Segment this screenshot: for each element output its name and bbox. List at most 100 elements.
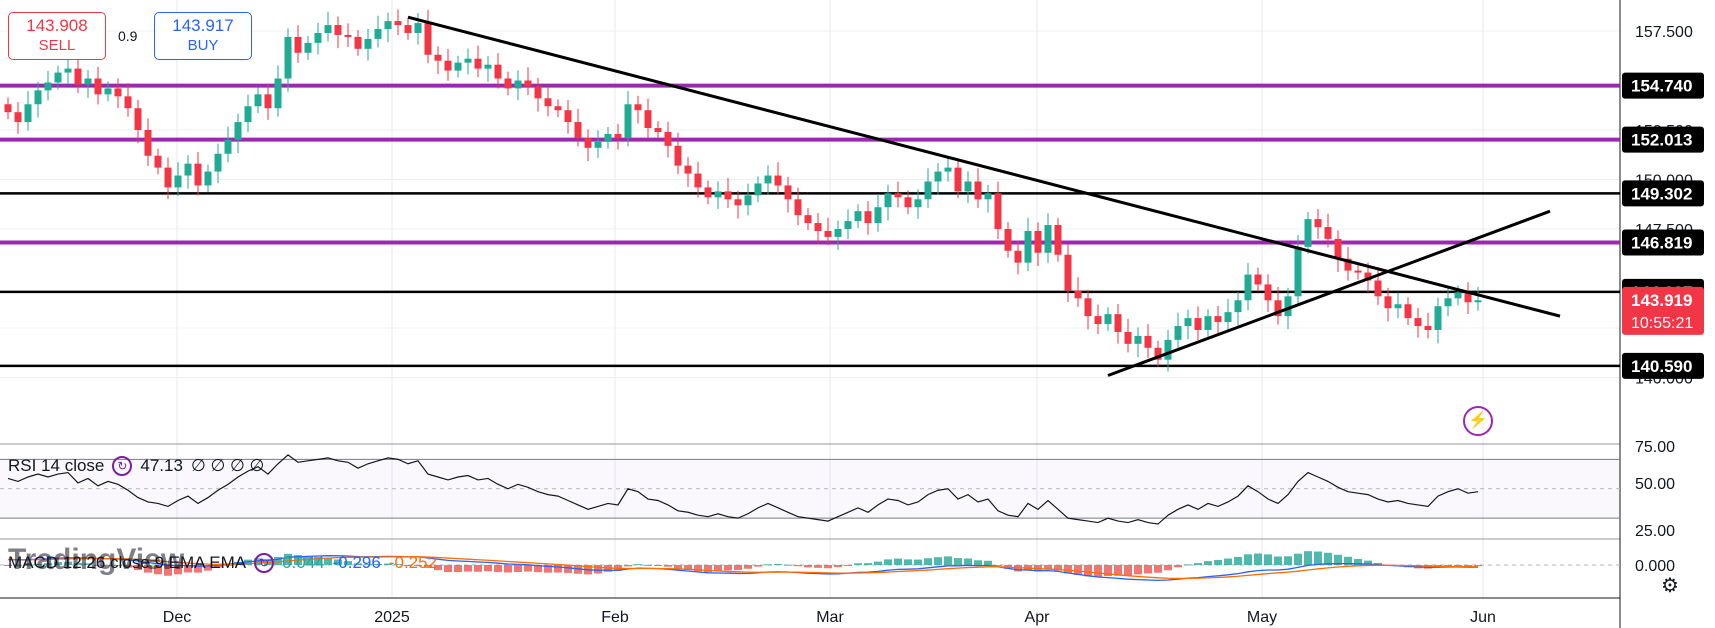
level-tag: 149.302	[1622, 180, 1704, 207]
candle	[124, 83, 132, 117]
candle	[954, 160, 962, 199]
candle	[164, 157, 172, 200]
macd-bar	[1274, 556, 1282, 565]
macd-bar	[134, 565, 142, 571]
candle-body	[334, 25, 342, 35]
candle-body	[1184, 318, 1192, 327]
rsi-legend[interactable]: RSI 14 close ↻ 47.13 ∅ ∅ ∅ ∅	[8, 456, 264, 476]
candle	[1054, 218, 1062, 262]
candle-body	[1434, 306, 1442, 330]
time-tick-label: Feb	[601, 609, 629, 626]
candle	[734, 190, 742, 219]
macd-bar	[514, 565, 522, 572]
candle-body	[1234, 300, 1242, 313]
candle-body	[564, 110, 572, 123]
macd-legend[interactable]: MACD 12 26 close 9 EMA EMA ↻ 0.044 -0.29…	[8, 553, 437, 573]
macd-bar	[864, 563, 872, 565]
candle	[784, 176, 792, 213]
candle	[1144, 324, 1152, 358]
macd-bar	[1314, 551, 1322, 565]
candle-body	[174, 175, 182, 188]
candle-body	[124, 96, 132, 109]
candle	[1114, 304, 1122, 344]
candle	[744, 183, 752, 216]
candle-body	[934, 171, 942, 182]
candle	[474, 45, 482, 78]
candle-body	[114, 88, 122, 97]
macd-bar	[154, 565, 162, 575]
macd-bar	[534, 565, 542, 573]
candle-body	[104, 88, 112, 95]
candle-body	[1134, 335, 1142, 344]
macd-bar	[564, 565, 572, 573]
candle-body	[444, 60, 452, 71]
settings-cycle-icon[interactable]: ↻	[112, 456, 133, 476]
macd-bar	[1204, 561, 1212, 565]
candle	[394, 9, 402, 36]
lightning-icon[interactable]: ⚡	[1463, 406, 1493, 436]
macd-bar	[694, 565, 702, 572]
candle-body	[64, 68, 72, 73]
candle	[1234, 291, 1242, 326]
candle-body	[584, 137, 592, 148]
candle	[594, 130, 602, 158]
macd-bar	[1474, 565, 1482, 567]
candle-body	[1314, 219, 1322, 228]
buy-button[interactable]: 143.917 BUY	[154, 12, 252, 60]
candle-body	[204, 171, 212, 186]
candle	[1444, 286, 1452, 317]
candle	[434, 46, 442, 74]
candle-body	[924, 181, 932, 200]
candle	[1384, 287, 1392, 322]
candle	[1184, 309, 1192, 340]
candle	[534, 77, 542, 112]
candle-body	[994, 193, 1002, 229]
macd-bar	[954, 558, 962, 565]
macd-tick-label: 0.000	[1635, 558, 1675, 575]
time-tick-label: 2025	[374, 609, 410, 626]
candle	[1374, 267, 1382, 305]
candle-body	[834, 229, 842, 237]
sell-label: SELL	[38, 37, 76, 54]
level-tag-bg	[1622, 229, 1704, 256]
candle-body	[524, 80, 532, 87]
macd-bar	[654, 565, 662, 566]
macd-bar	[1154, 565, 1162, 573]
macd-bar	[674, 565, 682, 569]
settings-cycle-icon[interactable]: ↻	[254, 553, 275, 573]
candle-body	[1194, 318, 1202, 330]
candle-body	[1154, 347, 1162, 360]
gear-icon[interactable]: ⚙	[1661, 575, 1679, 597]
candle	[464, 48, 472, 75]
macd-bar	[1304, 551, 1312, 565]
candle	[304, 35, 312, 60]
candle	[1094, 304, 1102, 335]
candle	[364, 28, 372, 61]
candle-body	[1244, 274, 1252, 301]
candle-body	[254, 94, 262, 107]
macd-bar	[1254, 553, 1262, 565]
candle-body	[24, 104, 32, 123]
candle-body	[734, 199, 742, 206]
candle	[764, 165, 772, 196]
candle	[344, 23, 352, 48]
macd-bar	[374, 563, 382, 565]
candle-body	[774, 175, 782, 186]
macd-bar	[554, 565, 562, 573]
candle	[704, 180, 712, 205]
macd-bar	[124, 565, 132, 568]
candle	[24, 90, 32, 131]
rsi-series	[7, 454, 1479, 525]
candle	[354, 30, 362, 56]
candle	[194, 151, 202, 196]
candle	[1104, 307, 1112, 331]
macd-bar	[1114, 565, 1122, 576]
candle-body	[804, 215, 812, 224]
sell-button[interactable]: 143.908 SELL	[8, 12, 106, 60]
macd-bar	[544, 565, 552, 573]
candle-body	[604, 133, 612, 142]
candle	[1084, 289, 1092, 330]
candle	[834, 220, 842, 251]
candle-body	[464, 58, 472, 63]
